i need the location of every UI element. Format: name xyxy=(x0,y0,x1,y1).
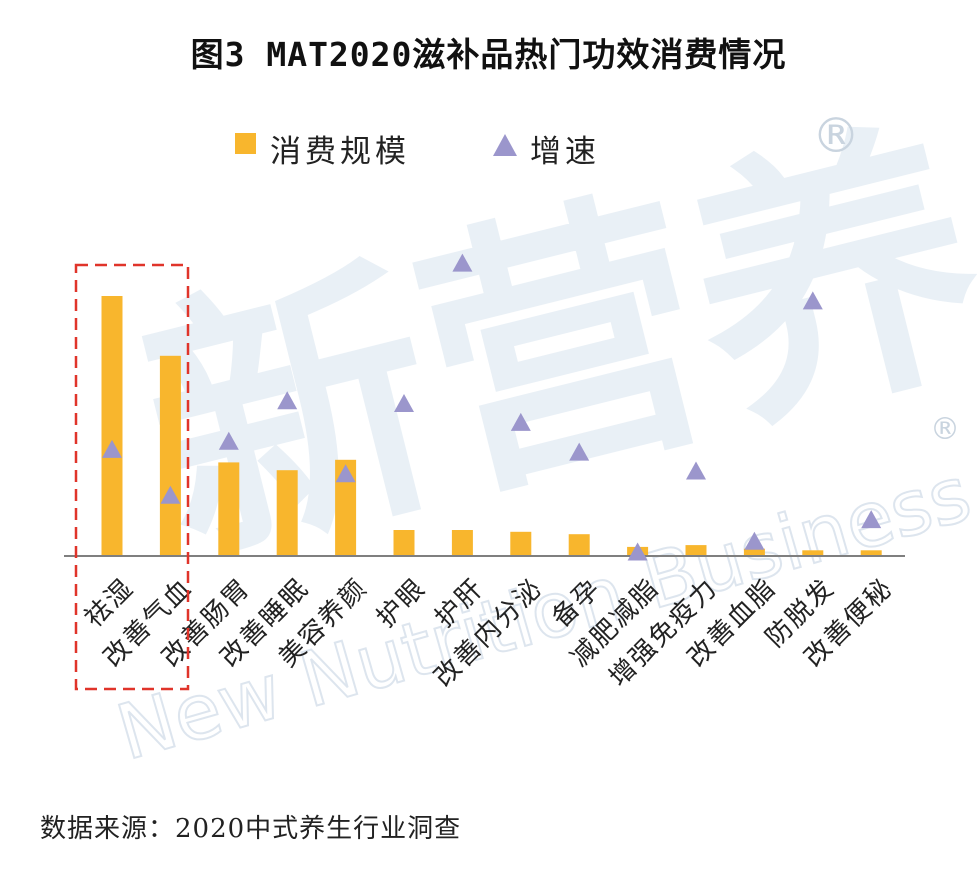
marker-7 xyxy=(510,412,531,431)
bar-11 xyxy=(743,548,765,556)
marker-10 xyxy=(686,461,706,480)
marker-5 xyxy=(394,394,414,412)
bar-8 xyxy=(568,534,590,556)
chart-title: 图3 MAT2020滋补品热门功效消费情况 xyxy=(190,35,787,74)
legend-marker-label: 增速 xyxy=(530,134,600,170)
legend-item-marker: 增速 xyxy=(492,124,642,170)
legend-marker-icon xyxy=(493,134,517,156)
bar-12 xyxy=(802,550,824,556)
marker-13 xyxy=(861,510,882,529)
legend-bar-label: 消费规模 xyxy=(270,134,410,170)
bar-1 xyxy=(159,355,181,556)
bar-7 xyxy=(510,531,532,556)
marker-11 xyxy=(744,531,765,550)
bar-4 xyxy=(335,459,357,556)
watermark-reg-top: ® xyxy=(812,108,860,164)
highlight-box xyxy=(74,263,190,691)
bar-5 xyxy=(393,530,415,556)
legend-item-bar: 消费规模 xyxy=(230,124,445,170)
bar-0 xyxy=(101,296,123,556)
bar-13 xyxy=(860,550,882,556)
watermark: 新营养 New Nutrition Business xyxy=(107,89,977,779)
bar-3 xyxy=(276,470,298,556)
source-note: 数据来源：2020中式养生行业洞查 xyxy=(40,814,462,844)
marker-2 xyxy=(218,431,239,450)
marker-6 xyxy=(452,253,473,272)
marker-9 xyxy=(627,542,648,561)
bar-10 xyxy=(685,545,707,556)
marker-4 xyxy=(335,464,356,483)
bar-6 xyxy=(451,530,473,556)
marker-3 xyxy=(277,391,298,410)
marker-8 xyxy=(569,442,590,461)
legend-bar-swatch xyxy=(235,133,256,154)
watermark-reg-mid: ® xyxy=(930,412,960,447)
marker-0 xyxy=(102,439,122,458)
marker-12 xyxy=(802,291,823,310)
marker-1 xyxy=(160,485,181,504)
bar-2 xyxy=(218,462,240,556)
